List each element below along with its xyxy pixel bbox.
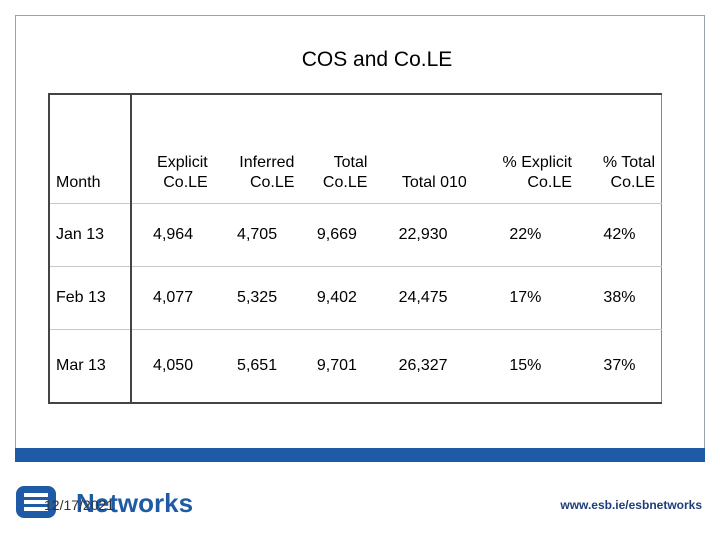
data-table: Month Explicit Co.LE Inferred Co.LE Total Co.L… bbox=[48, 93, 662, 404]
column-header: Inferred Co.LE bbox=[213, 94, 301, 204]
header-line: Total bbox=[333, 154, 368, 171]
date: 12/17/2021 bbox=[44, 497, 115, 513]
table-cell: 4,077 bbox=[131, 266, 214, 330]
column-header: % Total Co.LE bbox=[577, 94, 662, 204]
table-cell: 4,705 bbox=[213, 203, 301, 267]
table-cell: 4,050 bbox=[131, 329, 214, 404]
table-cell: 17% bbox=[472, 266, 578, 330]
url: www.esb.ie/esbnetworks bbox=[560, 498, 702, 512]
table-cell: 9,701 bbox=[300, 329, 374, 404]
table-cell: Jan 13 bbox=[49, 203, 133, 267]
table-cell: 26,327 bbox=[373, 329, 473, 404]
table-cell: 9,669 bbox=[300, 203, 374, 267]
header-line: Explicit bbox=[157, 154, 208, 171]
table-cell: 15% bbox=[472, 329, 578, 404]
header-line: Co.LE bbox=[163, 174, 208, 191]
column-header: Total 010 bbox=[373, 94, 473, 204]
table-cell: 22,930 bbox=[373, 203, 473, 267]
logo: Networks bbox=[16, 486, 193, 518]
header-line: Total 010 bbox=[401, 174, 467, 191]
header-line: Co.LE bbox=[610, 174, 655, 191]
header-line: Inferred bbox=[239, 154, 295, 171]
header-line: Month bbox=[56, 174, 101, 191]
table-cell: Mar 13 bbox=[49, 329, 133, 404]
table-cell: 24,475 bbox=[373, 266, 473, 330]
table-cell: 5,651 bbox=[213, 329, 301, 404]
header-line: Co.LE bbox=[322, 174, 368, 191]
table-row: Feb 13 4,077 5,325 9,402 24,475 17% 38% bbox=[49, 266, 662, 330]
table-row: Jan 13 4,964 4,705 9,669 22,930 22% 42% bbox=[49, 203, 662, 267]
header-line: % Total bbox=[602, 154, 655, 171]
table-cell: 4,964 bbox=[131, 203, 214, 267]
table-cell: 5,325 bbox=[213, 266, 301, 330]
table-cell: Feb 13 bbox=[49, 266, 133, 330]
header-line: Co.LE bbox=[527, 174, 572, 191]
footer-band bbox=[15, 448, 705, 462]
table-cell: 42% bbox=[577, 203, 662, 267]
header-line: Co.LE bbox=[249, 174, 295, 191]
logo-text: Networks bbox=[76, 488, 193, 518]
table-cell: 9,402 bbox=[300, 266, 374, 330]
column-header: % Explicit Co.LE bbox=[472, 94, 578, 204]
table-cell: 38% bbox=[577, 266, 662, 330]
slide-title: COS and Co.LE bbox=[301, 48, 453, 71]
column-header: Total Co.LE bbox=[300, 94, 374, 204]
column-header: Explicit Co.LE bbox=[131, 94, 214, 204]
slide-frame bbox=[15, 15, 705, 455]
table-cell: 22% bbox=[472, 203, 578, 267]
column-header: Month bbox=[49, 94, 133, 204]
header-line: % Explicit bbox=[502, 154, 572, 171]
table-cell: 37% bbox=[577, 329, 662, 404]
table-row: Mar 13 4,050 5,651 9,701 26,327 15% 37% bbox=[49, 329, 662, 404]
